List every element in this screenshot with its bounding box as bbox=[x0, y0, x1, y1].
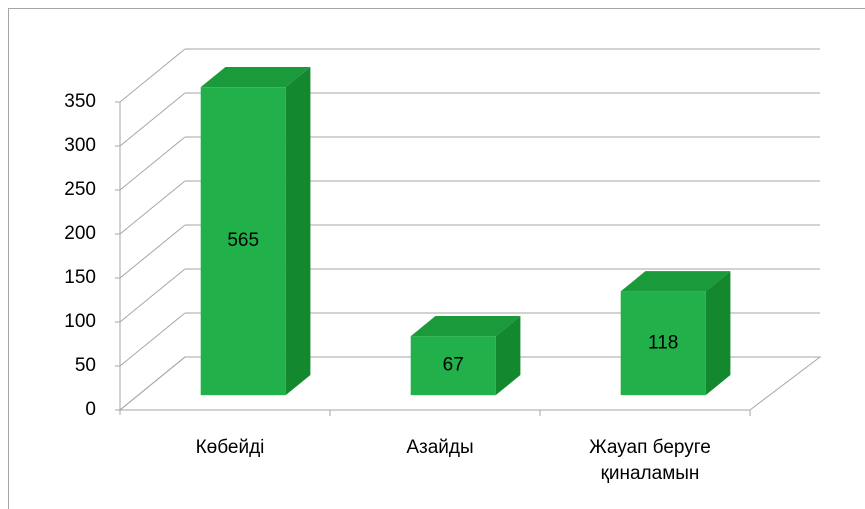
y-tick-label: 250 bbox=[64, 179, 96, 200]
y-tick-label: 300 bbox=[64, 135, 96, 156]
y-tick-label: 0 bbox=[85, 399, 96, 420]
y-tick-label: 150 bbox=[64, 267, 96, 288]
grid-line bbox=[119, 92, 186, 147]
grid-line bbox=[119, 48, 186, 103]
grid-line bbox=[119, 312, 186, 367]
bar-side bbox=[705, 271, 731, 396]
bar-front bbox=[200, 87, 286, 396]
bar-front bbox=[620, 291, 706, 396]
y-tick-label: 200 bbox=[64, 223, 96, 244]
bar-top bbox=[620, 271, 731, 292]
data-label: 565 bbox=[227, 230, 259, 251]
y-tick-label: 50 bbox=[75, 355, 96, 376]
bar bbox=[410, 316, 521, 396]
bar-front bbox=[410, 336, 496, 396]
x-tick-label: Азайды bbox=[406, 437, 474, 458]
chart-frame bbox=[8, 8, 865, 509]
bar bbox=[200, 67, 311, 396]
grid-line bbox=[119, 224, 186, 279]
grid-line bbox=[119, 180, 186, 235]
bar-side bbox=[285, 67, 311, 396]
grid-line bbox=[119, 356, 186, 411]
bar-side bbox=[495, 316, 521, 396]
x-tick-label: Жауап беруге қиналамын bbox=[589, 437, 711, 484]
x-tick-label: Көбейді bbox=[195, 437, 265, 458]
bar bbox=[620, 271, 731, 396]
bar-top bbox=[200, 67, 311, 88]
data-label: 67 bbox=[443, 355, 464, 376]
y-tick-label: 100 bbox=[64, 311, 96, 332]
data-label: 118 bbox=[648, 332, 678, 353]
grid-line bbox=[119, 268, 186, 323]
y-tick-label: 350 bbox=[64, 91, 96, 112]
grid-line bbox=[119, 136, 186, 191]
bar-top bbox=[410, 316, 521, 337]
